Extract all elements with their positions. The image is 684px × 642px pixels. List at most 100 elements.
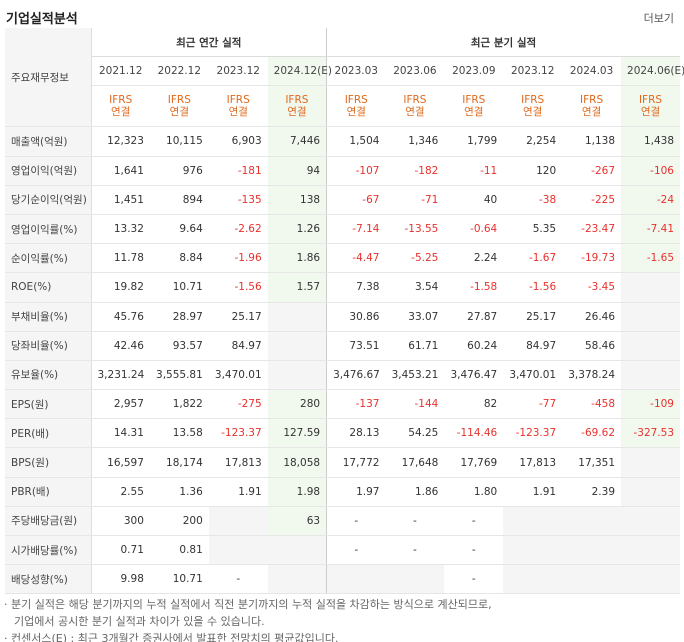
value-cell <box>621 535 680 566</box>
value-cell: -114.46 <box>444 418 504 449</box>
value-cell <box>621 272 680 303</box>
value-cell <box>621 505 680 537</box>
footnote-1: · 분기 실적은 해당 분기까지의 누적 실적에서 직전 분기까지의 누적 실적… <box>4 598 492 611</box>
row-label: 부채비율(%) <box>5 301 92 332</box>
value-cell: 13.32 <box>91 213 150 245</box>
basis-cell: IFRS 연결 <box>621 85 680 128</box>
value-cell: -144 <box>385 389 445 420</box>
value-cell <box>562 564 622 595</box>
value-cell: 2,254 <box>503 126 563 157</box>
value-cell: 18,058 <box>267 447 327 478</box>
table-row: 유보율(%) 3,231.24 3,555.81 3,470.01 3,476.67 3,… <box>5 360 680 391</box>
value-cell: - <box>208 564 268 595</box>
table-row: PER(배) 14.31 13.58 -123.37 127.59 28.13 54.25-… <box>5 418 680 449</box>
value-cell: 3,378.24 <box>562 360 622 391</box>
basis-consolidated: 연결 <box>287 106 307 119</box>
value-cell <box>267 564 327 595</box>
value-cell: 3,555.81 <box>149 360 209 391</box>
value-cell: - <box>444 564 504 595</box>
value-cell: -1.96 <box>208 243 268 274</box>
value-cell: -7.14 <box>326 213 386 245</box>
row-label: 당기순이익(억원) <box>5 185 92 215</box>
value-cell: -275 <box>208 389 268 420</box>
value-cell: -137 <box>326 389 386 420</box>
value-cell: 84.97 <box>503 331 563 361</box>
value-cell: -2.62 <box>208 213 268 245</box>
value-cell: 1,438 <box>621 126 680 157</box>
value-cell: -1.65 <box>621 243 680 274</box>
value-cell: -458 <box>562 389 622 420</box>
period-header: 2024.06(E) <box>621 56 684 87</box>
value-cell: 3,453.21 <box>385 360 445 391</box>
value-cell: 3,476.47 <box>444 360 504 391</box>
value-cell: 54.25 <box>385 418 445 449</box>
value-cell: 3,470.01 <box>503 360 563 391</box>
value-cell: 2.39 <box>562 477 622 507</box>
value-cell <box>503 564 563 595</box>
row-label: BPS(원) <box>5 447 92 478</box>
value-cell: 19.82 <box>91 272 150 303</box>
value-cell <box>267 360 327 391</box>
period-header: 2023.12 <box>208 56 268 87</box>
table-row: 당기순이익(억원) 1,451 894 -135 138 -67 -71 40 -38 -225-… <box>5 185 680 215</box>
value-cell: 8.84 <box>149 243 209 274</box>
value-cell: 58.46 <box>562 331 622 361</box>
value-cell: 28.97 <box>149 301 209 332</box>
basis-ifrs: IFRS <box>285 94 309 107</box>
value-cell: 1.98 <box>267 477 327 507</box>
value-cell: 10,115 <box>149 126 209 157</box>
footnotes: · 분기 실적은 해당 분기까지의 누적 실적에서 직전 분기까지의 누적 실적… <box>4 596 492 642</box>
table-row: 영업이익률(%) 13.32 9.64 -2.62 1.26 -7.14 -13.55 -0.… <box>5 213 680 245</box>
value-cell: 18,174 <box>149 447 209 478</box>
value-cell: 82 <box>444 389 504 420</box>
value-cell: -69.62 <box>562 418 622 449</box>
value-cell: 9.98 <box>91 564 150 595</box>
value-cell: 1,504 <box>326 126 386 157</box>
value-cell <box>208 505 268 537</box>
value-cell: 73.51 <box>326 331 386 361</box>
value-cell: -327.53 <box>621 418 680 449</box>
value-cell: 1.26 <box>267 213 327 245</box>
more-link[interactable]: 더보기 <box>643 12 674 25</box>
table-row: BPS(원) 16,597 18,174 17,813 18,058 17,772 17,6… <box>5 447 680 478</box>
value-cell: 127.59 <box>267 418 327 449</box>
row-label: 유보율(%) <box>5 360 92 391</box>
table-row: 영업이익(억원) 1,641 976 -181 94 -107 -182 -11 120 -267… <box>5 156 680 186</box>
value-cell: 1,451 <box>91 185 150 215</box>
basis-cell: IFRS 연결 <box>503 85 563 128</box>
value-cell: 1,641 <box>91 156 150 186</box>
value-cell: 1,138 <box>562 126 622 157</box>
value-cell: -267 <box>562 156 622 186</box>
quarter-header: 최근 분기 실적 <box>326 28 680 58</box>
value-cell: 25.17 <box>503 301 563 332</box>
basis-cell: IFRS 연결 <box>385 85 445 128</box>
value-cell: 17,769 <box>444 447 504 478</box>
period-header: 2024.12(E) <box>267 56 332 87</box>
period-header: 2023.12 <box>503 56 563 87</box>
row-label: 시가배당률(%) <box>5 535 92 566</box>
value-cell: - <box>385 535 445 566</box>
period-header: 2024.03 <box>562 56 622 87</box>
row-header-label: 주요재무정보 <box>5 28 92 128</box>
value-cell: 17,813 <box>503 447 563 478</box>
value-cell: 13.58 <box>149 418 209 449</box>
value-cell: -3.45 <box>562 272 622 303</box>
basis-ifrs: IFRS <box>638 94 663 107</box>
value-cell: -106 <box>621 156 680 186</box>
value-cell: -1.56 <box>208 272 268 303</box>
table-row: 배당성향(%) 9.98 10.71- - <box>5 564 680 595</box>
value-cell: 26.46 <box>562 301 622 332</box>
value-cell: 40 <box>444 185 504 215</box>
value-cell: 2.24 <box>444 243 504 274</box>
footnote-3: · 컨센서스(E) : 최근 3개월간 증권사에서 발표한 전망치의 평균값입니… <box>4 632 339 642</box>
basis-ifrs: IFRS <box>167 94 191 107</box>
basis-consolidated: 연결 <box>405 106 425 119</box>
value-cell: 1.91 <box>208 477 268 507</box>
table-row: ROE(%) 19.82 10.71 -1.56 1.57 7.38 3.54 -1.58 -1… <box>5 272 680 303</box>
value-cell: 138 <box>267 185 327 215</box>
basis-ifrs: IFRS <box>521 94 545 107</box>
value-cell: 2.55 <box>91 477 150 507</box>
value-cell: 1.36 <box>149 477 209 507</box>
value-cell: 0.71 <box>91 535 150 566</box>
value-cell: 61.71 <box>385 331 445 361</box>
